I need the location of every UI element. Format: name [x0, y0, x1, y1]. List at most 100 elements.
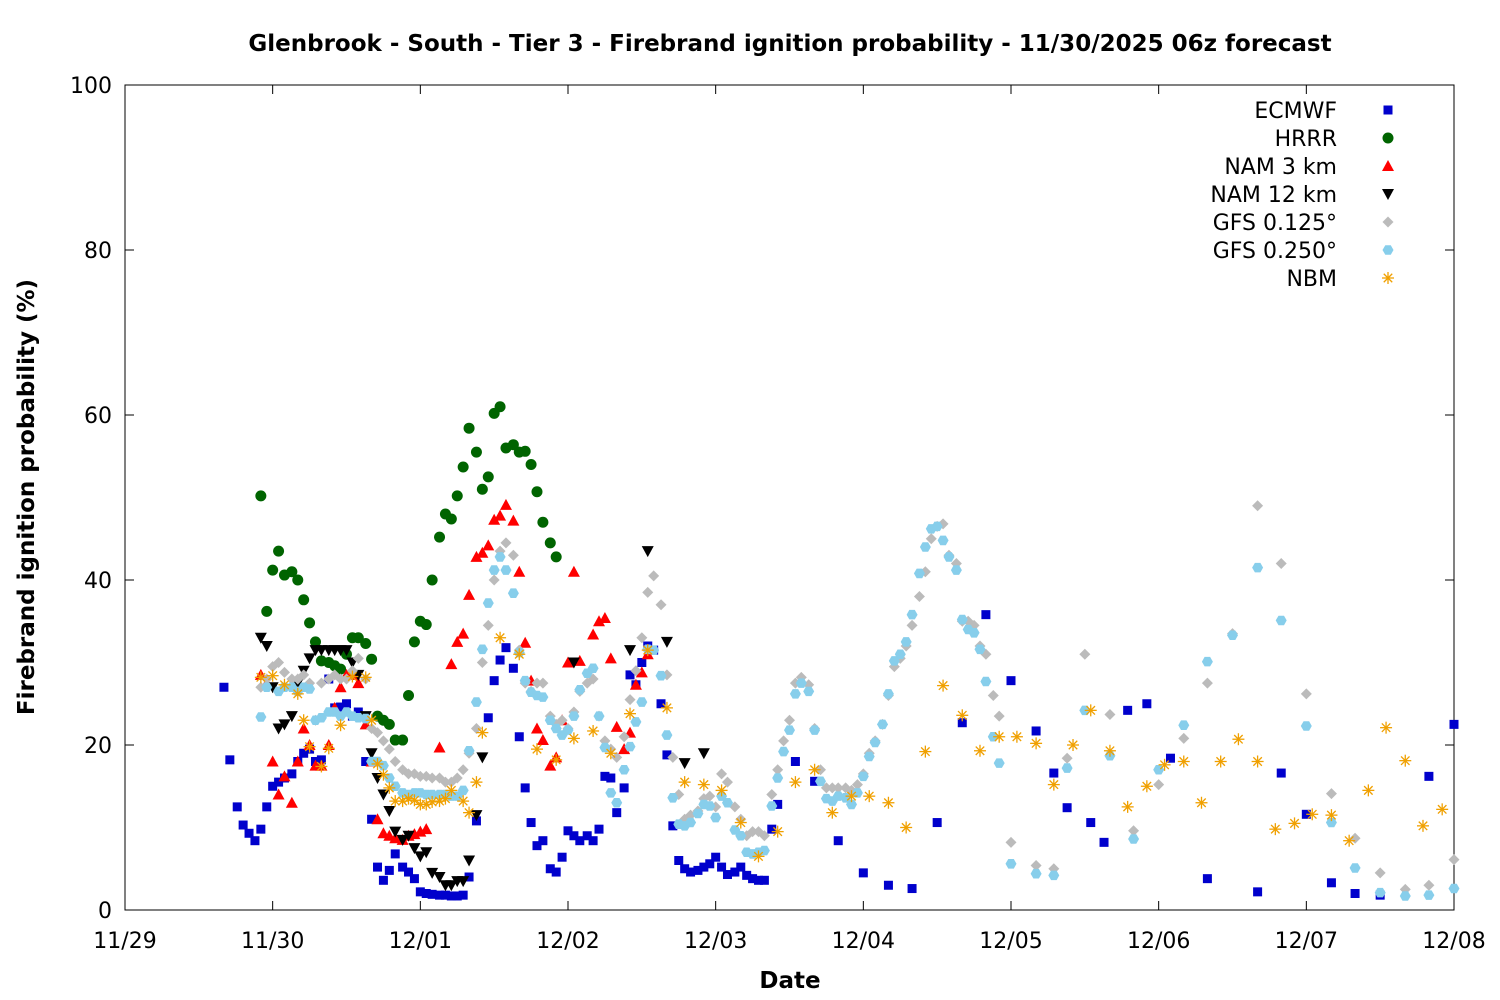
data-point	[383, 781, 396, 794]
data-point	[1251, 755, 1264, 768]
data-point	[335, 663, 347, 675]
data-point	[439, 776, 451, 788]
data-point	[544, 715, 556, 725]
data-point	[520, 783, 530, 793]
x-tick-label: 12/06	[1127, 929, 1190, 954]
data-point	[748, 874, 758, 884]
legend-marker	[1382, 245, 1394, 255]
data-point	[440, 890, 450, 900]
data-point	[1142, 699, 1152, 709]
data-point	[1006, 676, 1016, 686]
data-point	[594, 824, 604, 834]
data-point	[457, 876, 470, 888]
data-point	[463, 746, 475, 756]
data-point	[851, 779, 863, 791]
series-nbm	[254, 631, 1449, 863]
data-point	[439, 792, 452, 805]
data-point	[943, 552, 955, 562]
data-point	[752, 850, 765, 863]
data-point	[587, 628, 600, 640]
data-point	[722, 798, 733, 808]
data-point	[883, 880, 893, 890]
data-point	[287, 769, 297, 779]
data-point	[371, 757, 384, 770]
data-point	[508, 663, 518, 673]
data-point	[304, 617, 316, 629]
data-point	[219, 682, 229, 692]
data-point	[778, 735, 790, 747]
data-point	[457, 795, 470, 808]
data-point	[489, 676, 499, 686]
data-point	[716, 768, 728, 780]
data-point	[869, 737, 881, 748]
data-point	[359, 671, 372, 684]
data-point	[273, 545, 285, 557]
data-point	[907, 884, 917, 894]
data-point	[421, 889, 431, 898]
data-point	[1061, 763, 1073, 773]
data-point	[261, 605, 273, 617]
data-point	[403, 690, 415, 701]
data-point	[488, 565, 500, 575]
data-point	[384, 865, 394, 875]
data-point	[463, 806, 476, 819]
legend-label: HRRR	[1275, 127, 1337, 152]
data-point	[624, 645, 637, 657]
data-point	[736, 862, 746, 872]
data-point	[315, 713, 327, 723]
data-point	[705, 859, 715, 869]
data-point	[420, 823, 433, 835]
data-point	[360, 638, 372, 650]
data-point	[630, 665, 642, 677]
data-point	[1047, 778, 1060, 791]
data-point	[1424, 771, 1434, 781]
data-point	[501, 643, 511, 653]
data-point	[483, 713, 493, 723]
data-point	[767, 824, 777, 834]
data-point	[1275, 558, 1287, 569]
data-point	[476, 483, 488, 495]
data-point	[1449, 719, 1459, 729]
data-point	[488, 513, 501, 525]
data-point	[1399, 891, 1411, 901]
chart-title: Glenbrook - South - Tier 3 - Firebrand i…	[248, 31, 1331, 57]
data-point	[278, 666, 290, 678]
data-point	[1448, 854, 1460, 866]
data-point	[993, 758, 1005, 768]
data-point	[987, 690, 999, 701]
data-point	[574, 685, 586, 695]
data-point	[1350, 889, 1360, 898]
data-point	[537, 516, 549, 528]
data-point	[402, 830, 415, 842]
x-tick-label: 12/07	[1275, 929, 1338, 954]
data-point	[641, 546, 654, 558]
data-point	[832, 782, 844, 794]
data-point	[285, 711, 298, 723]
data-point	[642, 586, 654, 598]
data-point	[272, 788, 285, 800]
data-point	[789, 689, 801, 699]
data-point	[656, 699, 666, 709]
legend-marker	[1382, 272, 1394, 284]
data-point	[352, 713, 364, 723]
x-tick-label: 12/01	[389, 929, 452, 954]
data-point	[692, 808, 704, 819]
data-point	[1448, 883, 1460, 894]
data-point	[433, 872, 446, 883]
data-point	[244, 828, 254, 838]
data-point	[1380, 721, 1393, 734]
data-point	[1128, 834, 1140, 844]
data-point	[499, 498, 512, 510]
data-point	[711, 852, 721, 862]
data-point	[232, 802, 242, 812]
data-point	[858, 868, 868, 878]
data-point	[254, 671, 267, 684]
data-point	[260, 641, 273, 652]
data-point	[1423, 879, 1435, 891]
data-point	[1061, 752, 1073, 764]
series-gfs-0-125	[255, 500, 1460, 895]
data-point	[482, 598, 494, 608]
data-point	[451, 772, 463, 784]
data-point	[451, 490, 463, 502]
data-point	[365, 714, 378, 727]
